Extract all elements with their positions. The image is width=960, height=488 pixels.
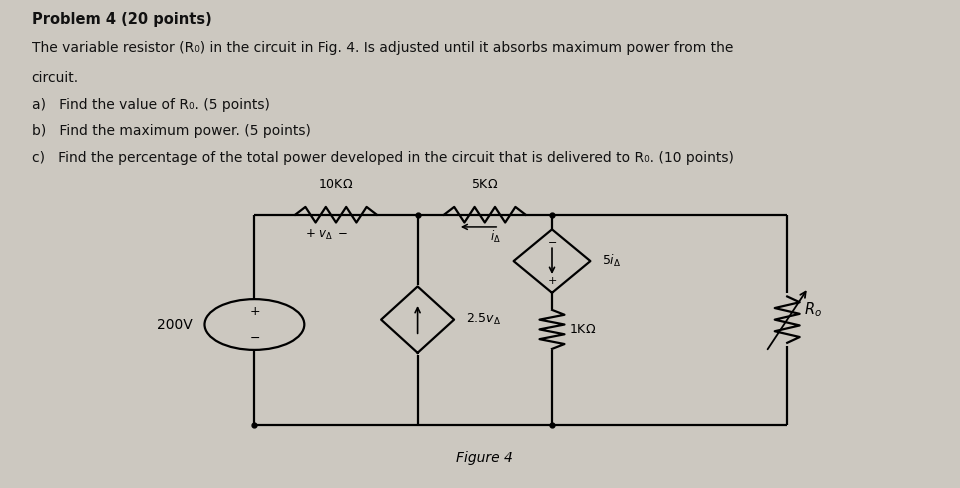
- Text: $i_\Delta$: $i_\Delta$: [490, 229, 500, 245]
- Text: 200V: 200V: [157, 318, 193, 331]
- Text: The variable resistor (R₀) in the circuit in Fig. 4. Is adjusted until it absorb: The variable resistor (R₀) in the circui…: [32, 41, 733, 56]
- Text: circuit.: circuit.: [32, 71, 79, 85]
- Text: b)   Find the maximum power. (5 points): b) Find the maximum power. (5 points): [32, 124, 310, 139]
- Text: $-$: $-$: [249, 331, 260, 344]
- Text: $+$: $+$: [249, 305, 260, 318]
- Text: $R_o$: $R_o$: [804, 301, 823, 319]
- Text: 5$i_\Delta$: 5$i_\Delta$: [602, 253, 621, 269]
- Text: $-$: $-$: [547, 236, 557, 246]
- Text: Figure 4: Figure 4: [456, 451, 514, 466]
- Text: 1K$\Omega$: 1K$\Omega$: [569, 323, 596, 336]
- Text: Problem 4 (20 points): Problem 4 (20 points): [32, 12, 211, 27]
- Text: $+$: $+$: [547, 275, 557, 286]
- Text: 5K$\Omega$: 5K$\Omega$: [471, 178, 498, 191]
- Text: 2.5$v_\Delta$: 2.5$v_\Delta$: [466, 312, 501, 327]
- Text: c)   Find the percentage of the total power developed in the circuit that is del: c) Find the percentage of the total powe…: [32, 151, 733, 165]
- Text: 10K$\Omega$: 10K$\Omega$: [319, 178, 353, 191]
- Text: $+ \ v_\Delta \ -$: $+ \ v_\Delta \ -$: [304, 228, 348, 243]
- Text: a)   Find the value of R₀. (5 points): a) Find the value of R₀. (5 points): [32, 98, 270, 112]
